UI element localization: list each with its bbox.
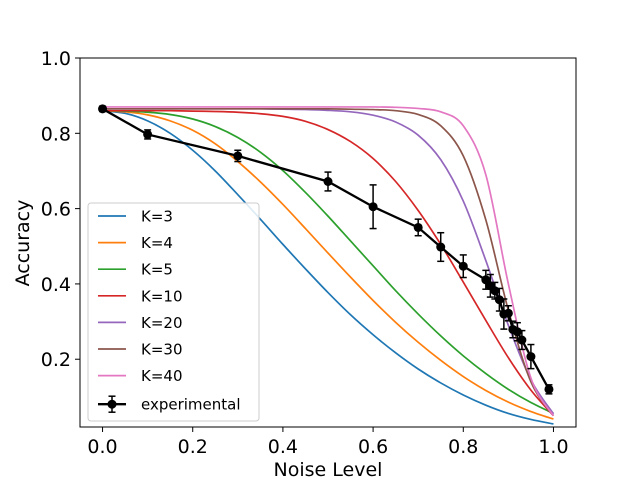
experimental-point (143, 129, 153, 140)
x-tick-label: 0.2 (178, 436, 208, 458)
experimental-marker (98, 104, 108, 114)
experimental-point (233, 149, 243, 163)
experimental-marker (526, 352, 536, 362)
axes-frame (79, 57, 577, 428)
legend-label: K=10 (141, 287, 183, 305)
series-line-k-3 (102, 109, 554, 425)
x-tick-label: 0.8 (448, 436, 478, 458)
legend-swatch-marker (107, 399, 117, 409)
experimental-marker (544, 384, 554, 394)
legend-label: K=5 (141, 261, 173, 279)
experimental-marker (458, 261, 468, 271)
experimental-point (494, 287, 504, 312)
experimental-point (503, 305, 513, 322)
experimental-point (544, 384, 554, 395)
experimental-series (98, 104, 554, 395)
series-line-k-4 (102, 109, 554, 420)
series-line-k-5 (102, 109, 554, 415)
legend-label: K=30 (141, 341, 183, 359)
experimental-point (512, 321, 522, 342)
experimental-marker (503, 308, 513, 318)
series-line-k-30 (102, 107, 555, 417)
x-axis-label: Noise Level (274, 459, 383, 480)
experimental-marker (494, 295, 504, 305)
y-tick-label: 0.8 (41, 123, 71, 145)
legend-entry: K=10 (98, 287, 183, 305)
y-tick-label: 0.6 (41, 199, 71, 221)
experimental-point (323, 171, 333, 192)
series-line-k-40 (102, 106, 555, 417)
series-line-k-10 (102, 109, 555, 417)
legend-box (87, 202, 260, 422)
experimental-point (526, 343, 536, 370)
legend-label: K=40 (141, 367, 183, 385)
experimental-marker (143, 129, 153, 139)
experimental-marker (323, 177, 333, 187)
legend-entry: experimental (98, 395, 241, 414)
legend-label: K=4 (141, 234, 173, 252)
x-axis-ticks: 0.0 0.2 0.4 0.6 0.8 1.0 (87, 427, 569, 458)
legend-entry: K=5 (98, 261, 173, 279)
experimental-marker (368, 202, 378, 212)
legend-entry: K=20 (98, 314, 183, 332)
legend-label: K=20 (141, 314, 183, 332)
experimental-point (436, 231, 446, 263)
y-axis-label: Accuracy (12, 200, 34, 287)
legend-entry: K=40 (98, 367, 183, 385)
experimental-point (98, 104, 108, 114)
legend-entry: K=30 (98, 341, 183, 359)
legend-entry: K=4 (98, 234, 173, 252)
legend-label: experimental (141, 396, 241, 414)
series-lines (102, 106, 555, 425)
y-tick-label: 0.2 (41, 349, 71, 371)
x-tick-label: 0.0 (87, 436, 117, 458)
experimental-marker (490, 286, 500, 296)
experimental-point (413, 218, 423, 237)
x-tick-label: 0.6 (358, 436, 388, 458)
y-tick-label: 1.0 (41, 48, 71, 70)
experimental-point (458, 254, 468, 279)
experimental-marker (233, 151, 243, 161)
legend-label: K=3 (141, 208, 173, 226)
experimental-marker (512, 327, 522, 337)
plot-area-frame (79, 57, 577, 428)
experimental-point (368, 184, 378, 230)
y-axis-ticks: 0.2 0.4 0.6 0.8 1.0 (41, 48, 80, 371)
x-tick-label: 1.0 (538, 436, 568, 458)
x-tick-label: 0.4 (268, 436, 298, 458)
experimental-marker (413, 222, 423, 232)
y-tick-label: 0.4 (41, 274, 71, 296)
experimental-point (485, 273, 495, 298)
experimental-point (517, 329, 527, 351)
experimental-marker (517, 335, 527, 345)
experimental-marker (436, 242, 446, 252)
legend-entry: K=3 (98, 208, 173, 226)
legend: K=3 K=4 K=5 K=10 K=20 K=30 K=40 experimental (87, 202, 260, 422)
